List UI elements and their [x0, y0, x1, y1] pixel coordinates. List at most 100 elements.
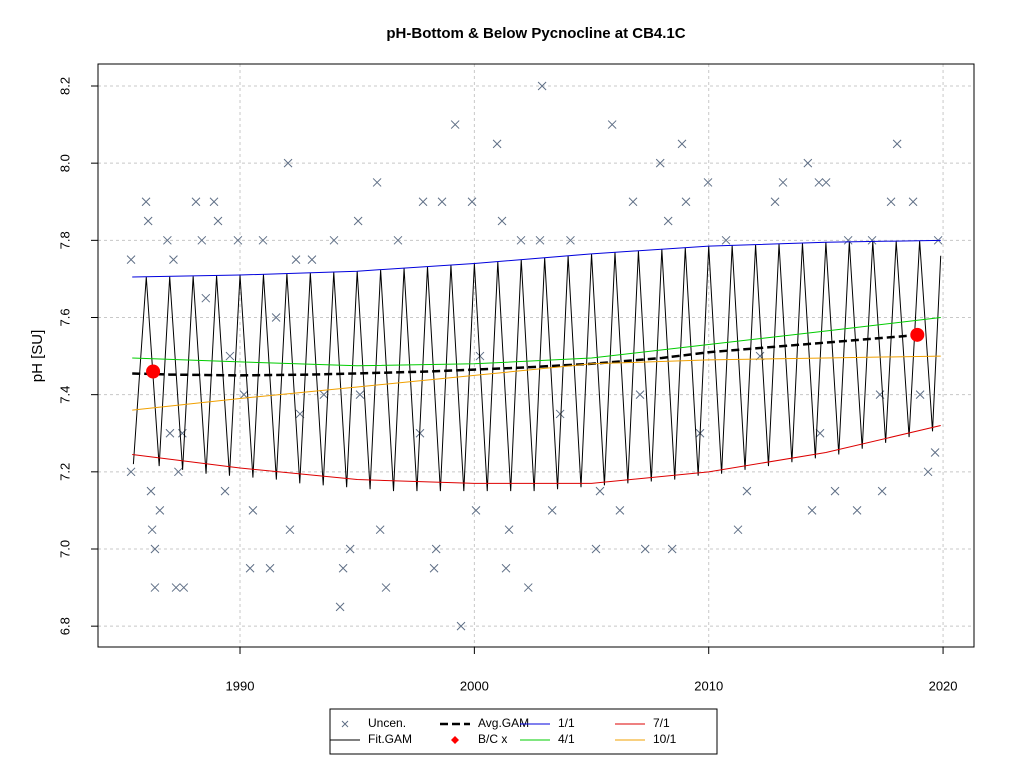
- data-point: [821, 178, 831, 187]
- data-point: [595, 486, 605, 496]
- y-tick-label: 7.0: [57, 540, 72, 558]
- x-tick-label: 2020: [929, 678, 958, 693]
- data-point: [381, 583, 391, 592]
- data-point: [815, 428, 825, 438]
- data-point: [910, 327, 925, 342]
- data-point: [635, 390, 645, 400]
- data-point: [239, 390, 249, 400]
- data-point: [908, 197, 918, 207]
- data-point: [547, 506, 557, 515]
- data-point: [345, 544, 355, 554]
- data-point: [126, 255, 136, 264]
- data-point: [169, 255, 178, 264]
- legend: Uncen. Fit.GAM Avg.GAM B/C x 1/1 4/1 7/1 10/1: [329, 708, 718, 755]
- series-line: [132, 239, 941, 278]
- y-tick-label: 6.8: [57, 617, 72, 635]
- data-point: [319, 390, 329, 400]
- data-point: [418, 197, 428, 207]
- data-point: [450, 120, 460, 129]
- legend-label: 7/1: [653, 716, 670, 730]
- data-point: [258, 235, 268, 245]
- data-point: [492, 139, 502, 149]
- data-point: [615, 506, 625, 515]
- data-point: [456, 621, 466, 631]
- data-point: [201, 293, 211, 303]
- data-point: [877, 486, 887, 496]
- data-point: [307, 255, 317, 264]
- data-point: [150, 583, 160, 592]
- x-tick-label: 2000: [460, 678, 489, 693]
- data-point: [353, 216, 363, 226]
- data-point: [628, 197, 638, 207]
- data-point: [591, 544, 601, 554]
- axes: 6.8 7.0 7.2 7.4 7.6 7.8 8.0 8.2 1990 2000 2010 2020: [57, 77, 957, 693]
- data-point: [147, 525, 157, 535]
- legend-box: [329, 708, 718, 755]
- data-point: [171, 583, 181, 592]
- data-point: [742, 486, 752, 496]
- data-point: [843, 235, 853, 245]
- data-point: [733, 525, 743, 535]
- data-point: [814, 178, 824, 187]
- data-point: [803, 158, 813, 168]
- series-line: [132, 240, 942, 492]
- data-point: [703, 178, 713, 187]
- series-line: [132, 333, 920, 377]
- data-point: [677, 139, 687, 149]
- data-point: [197, 235, 207, 245]
- data-point: [375, 525, 385, 535]
- data-point: [566, 235, 575, 245]
- data-point: [721, 235, 731, 245]
- data-point: [886, 197, 896, 207]
- series-line: [132, 425, 941, 484]
- data-point: [338, 563, 348, 573]
- data-point: [467, 197, 477, 207]
- data-point: [930, 448, 940, 457]
- data-point: [165, 428, 175, 438]
- legend-label: 10/1: [653, 732, 677, 746]
- chart-title: pH-Bottom & Below Pycnocline at CB4.1C: [386, 25, 685, 42]
- data-point: [516, 235, 526, 245]
- x-tick-label: 2010: [694, 678, 723, 693]
- data-point: [892, 139, 902, 149]
- data-point: [807, 506, 817, 515]
- legend-label: 4/1: [558, 732, 575, 746]
- data-point: [265, 563, 275, 573]
- data-point: [537, 81, 547, 91]
- data-point: [923, 467, 933, 477]
- data-point: [867, 235, 877, 245]
- y-axis-label: pH [SU]: [29, 330, 46, 383]
- data-point: [271, 313, 281, 322]
- data-point: [393, 235, 403, 245]
- y-tick-label: 8.0: [57, 154, 72, 172]
- plot-area: [126, 81, 943, 631]
- data-point: [174, 467, 183, 477]
- data-point: [504, 525, 514, 535]
- data-point: [830, 486, 840, 496]
- data-point: [471, 506, 481, 515]
- data-point: [431, 544, 441, 554]
- data-point: [143, 216, 153, 226]
- data-point: [555, 409, 565, 419]
- data-point: [146, 364, 161, 379]
- data-point: [225, 351, 235, 361]
- y-tick-label: 7.8: [57, 231, 72, 249]
- data-point: [233, 235, 243, 245]
- series-line: [132, 355, 941, 411]
- plot-frame: [97, 63, 975, 648]
- data-point: [163, 235, 172, 245]
- data-point: [150, 544, 160, 554]
- data-point: [655, 158, 665, 168]
- legend-label: Uncen.: [368, 716, 406, 730]
- data-point: [501, 563, 511, 573]
- y-tick-label: 7.2: [57, 463, 72, 481]
- data-point: [213, 216, 223, 226]
- data-point: [372, 178, 382, 187]
- data-point: [329, 235, 339, 245]
- data-point: [770, 197, 780, 207]
- data-point: [915, 390, 925, 400]
- legend-swatch: [341, 720, 349, 728]
- data-point: [179, 583, 189, 592]
- legend-label: Fit.GAM: [368, 732, 412, 746]
